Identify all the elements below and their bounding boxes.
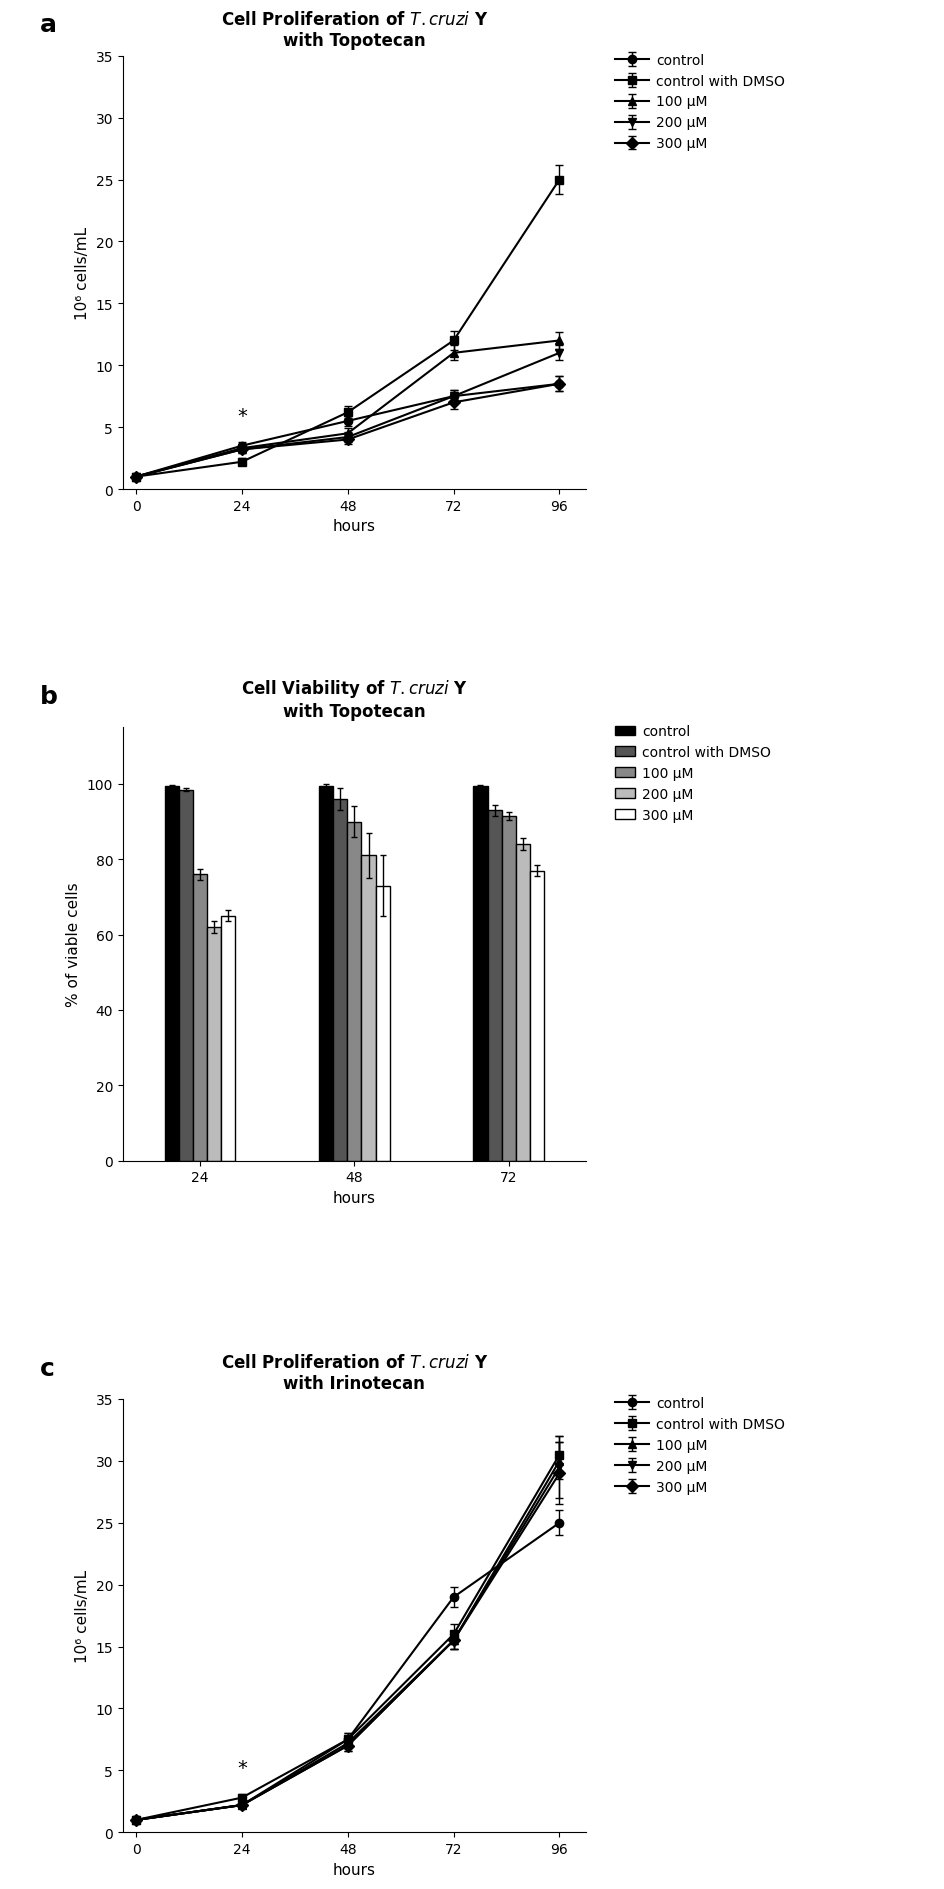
Bar (193, 875, 207, 1162)
Legend: control, control with DMSO, 100 μM, 200 μM, 300 μM: control, control with DMSO, 100 μM, 200 … (609, 720, 776, 827)
X-axis label: hours: hours (332, 519, 376, 535)
Bar (319, 786, 333, 1162)
Title: Cell Proliferation of $\it{T. cruzi}$ Y
with Irinotecan: Cell Proliferation of $\it{T. cruzi}$ Y … (220, 1353, 488, 1392)
Bar (375, 886, 389, 1162)
Title: Cell Viability of $\it{T. cruzi}$ Y
with Topotecan: Cell Viability of $\it{T. cruzi}$ Y with… (241, 678, 467, 722)
Y-axis label: % of viable cells: % of viable cells (66, 882, 81, 1007)
Bar (178, 790, 193, 1162)
Bar (347, 822, 361, 1162)
Text: *: * (237, 406, 246, 425)
X-axis label: hours: hours (332, 1190, 376, 1205)
Text: *: * (237, 1757, 246, 1778)
Legend: control, control with DMSO, 100 μM, 200 μM, 300 μM: control, control with DMSO, 100 μM, 200 … (609, 1390, 790, 1500)
Title: Cell Proliferation of $\it{T. cruzi}$ Y
with Topotecan: Cell Proliferation of $\it{T. cruzi}$ Y … (220, 11, 488, 49)
Bar (501, 816, 515, 1162)
Y-axis label: 10⁶ cells/mL: 10⁶ cells/mL (75, 227, 90, 319)
Bar (530, 871, 544, 1162)
Bar (164, 786, 178, 1162)
Bar (487, 810, 501, 1162)
X-axis label: hours: hours (332, 1861, 376, 1876)
Text: b: b (40, 684, 58, 708)
Bar (473, 786, 487, 1162)
Bar (333, 799, 347, 1162)
Bar (361, 856, 375, 1162)
Bar (207, 927, 221, 1162)
Bar (515, 844, 530, 1162)
Text: c: c (40, 1356, 55, 1381)
Y-axis label: 10⁶ cells/mL: 10⁶ cells/mL (75, 1570, 90, 1662)
Bar (221, 916, 235, 1162)
Legend: control, control with DMSO, 100 μM, 200 μM, 300 μM: control, control with DMSO, 100 μM, 200 … (609, 47, 790, 157)
Text: a: a (40, 13, 57, 38)
